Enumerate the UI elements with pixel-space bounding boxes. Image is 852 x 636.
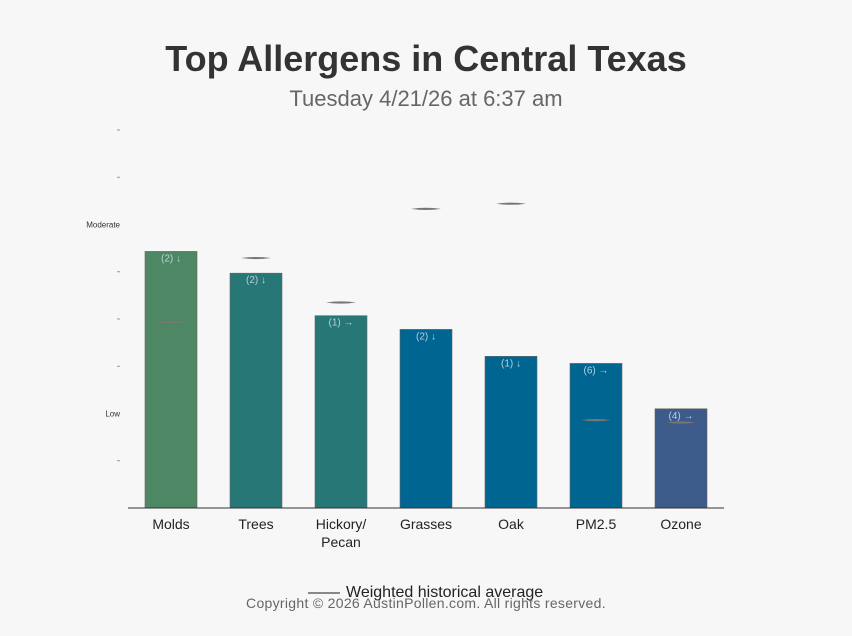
x-axis-label: Molds <box>152 516 189 532</box>
historical-average-marker <box>411 207 441 211</box>
y-axis-label: Low <box>105 410 120 419</box>
historical-average-marker <box>326 301 356 304</box>
x-axis-label: Ozone <box>660 516 701 532</box>
bar-annotation: (1) ↓ <box>501 358 521 369</box>
bar <box>484 356 538 509</box>
bar <box>569 363 623 509</box>
bar-annotation: (2) ↓ <box>246 275 266 286</box>
bar-annotation: (6) → <box>584 365 609 376</box>
copyright-notice: Copyright © 2026 AustinPollen.com. All r… <box>246 595 606 611</box>
bar <box>229 272 283 509</box>
x-axis-label: Oak <box>498 516 525 532</box>
bar <box>654 408 708 509</box>
y-axis-label: Moderate <box>86 221 120 230</box>
historical-average-marker <box>496 202 526 205</box>
bar-annotation: (1) → <box>329 318 354 329</box>
chart-legend: Weighted historical average <box>308 583 543 603</box>
legend-label: Weighted historical average <box>346 584 544 601</box>
chart-subtitle: Tuesday 4/21/26 at 6:37 am <box>289 86 563 111</box>
bar-annotation: (2) ↓ <box>161 253 181 264</box>
bar-annotation: (2) ↓ <box>416 331 436 342</box>
x-axis-label: Hickory/ <box>316 516 367 532</box>
historical-average-marker <box>156 321 186 324</box>
x-axis-label: PM2.5 <box>576 516 617 532</box>
x-axis-label: Pecan <box>321 534 361 550</box>
bar <box>144 251 198 509</box>
historical-average-marker <box>241 256 271 260</box>
bar-annotation: (4) → <box>669 411 694 422</box>
x-axis-label: Trees <box>238 516 273 532</box>
x-axis-label: Grasses <box>400 516 452 532</box>
bar <box>399 329 453 509</box>
historical-average-marker <box>666 421 696 424</box>
historical-average-marker <box>581 419 611 422</box>
bar <box>314 315 368 509</box>
legend-line-icon <box>308 592 340 594</box>
chart-title: Top Allergens in Central Texas <box>165 38 687 79</box>
